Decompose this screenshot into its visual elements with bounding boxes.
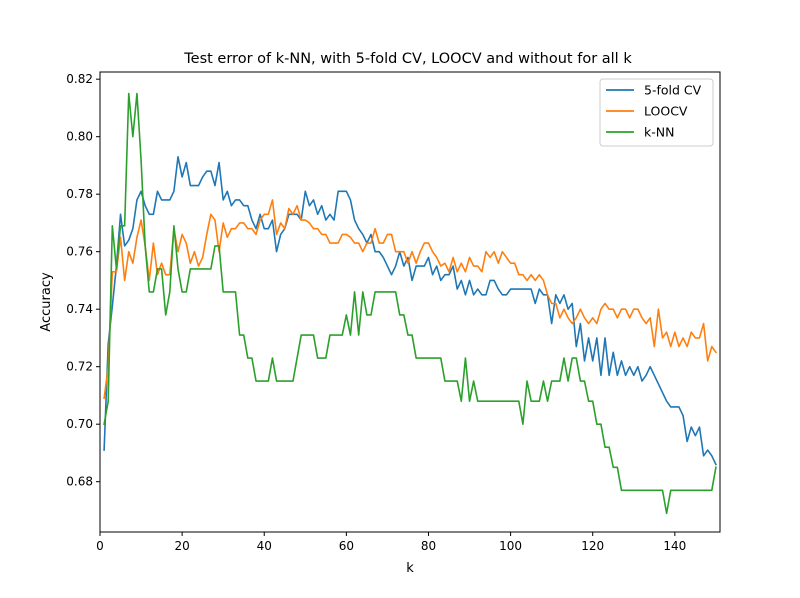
y-axis-label: Accuracy — [39, 272, 54, 332]
y-tick-label: 0.72 — [66, 360, 93, 374]
legend-label: k-NN — [644, 125, 674, 140]
legend: 5-fold CV LOOCV k-NN — [599, 78, 714, 147]
x-tick-label: 100 — [499, 539, 522, 553]
y-tick-label: 0.82 — [66, 72, 93, 86]
x-tick-label: 80 — [421, 539, 436, 553]
x-tick-label: 140 — [663, 539, 686, 553]
series-line-5-fold-cv — [103, 156, 717, 466]
x-tick-label: 120 — [581, 539, 604, 553]
legend-label: LOOCV — [644, 104, 688, 119]
x-tick-label: 20 — [174, 539, 189, 553]
y-tick-label: 0.74 — [66, 302, 93, 316]
series-line-loocv — [103, 199, 718, 400]
x-tick-label: 40 — [257, 539, 272, 553]
y-tick-label: 0.76 — [66, 245, 93, 259]
x-axis-label: k — [406, 561, 414, 576]
y-tick-label: 0.78 — [66, 187, 93, 201]
series-line-k-nn — [103, 92, 717, 515]
y-tick-label: 0.70 — [66, 417, 93, 431]
series-layer — [103, 92, 718, 515]
x-axis: 0 20 40 60 80 100 120 140 — [96, 532, 686, 553]
x-tick-label: 0 — [96, 539, 104, 553]
y-tick-label: 0.80 — [66, 130, 93, 144]
chart-title: Test error of k-NN, with 5-fold CV, LOOC… — [183, 51, 632, 67]
plot-frame — [99, 71, 721, 533]
legend-label: 5-fold CV — [644, 83, 702, 98]
x-tick-label: 60 — [339, 539, 354, 553]
legend-box — [599, 78, 714, 147]
y-tick-label: 0.68 — [66, 475, 93, 489]
y-axis: 0.68 0.70 0.72 0.74 0.76 0.78 0.80 0.82 — [66, 72, 100, 489]
